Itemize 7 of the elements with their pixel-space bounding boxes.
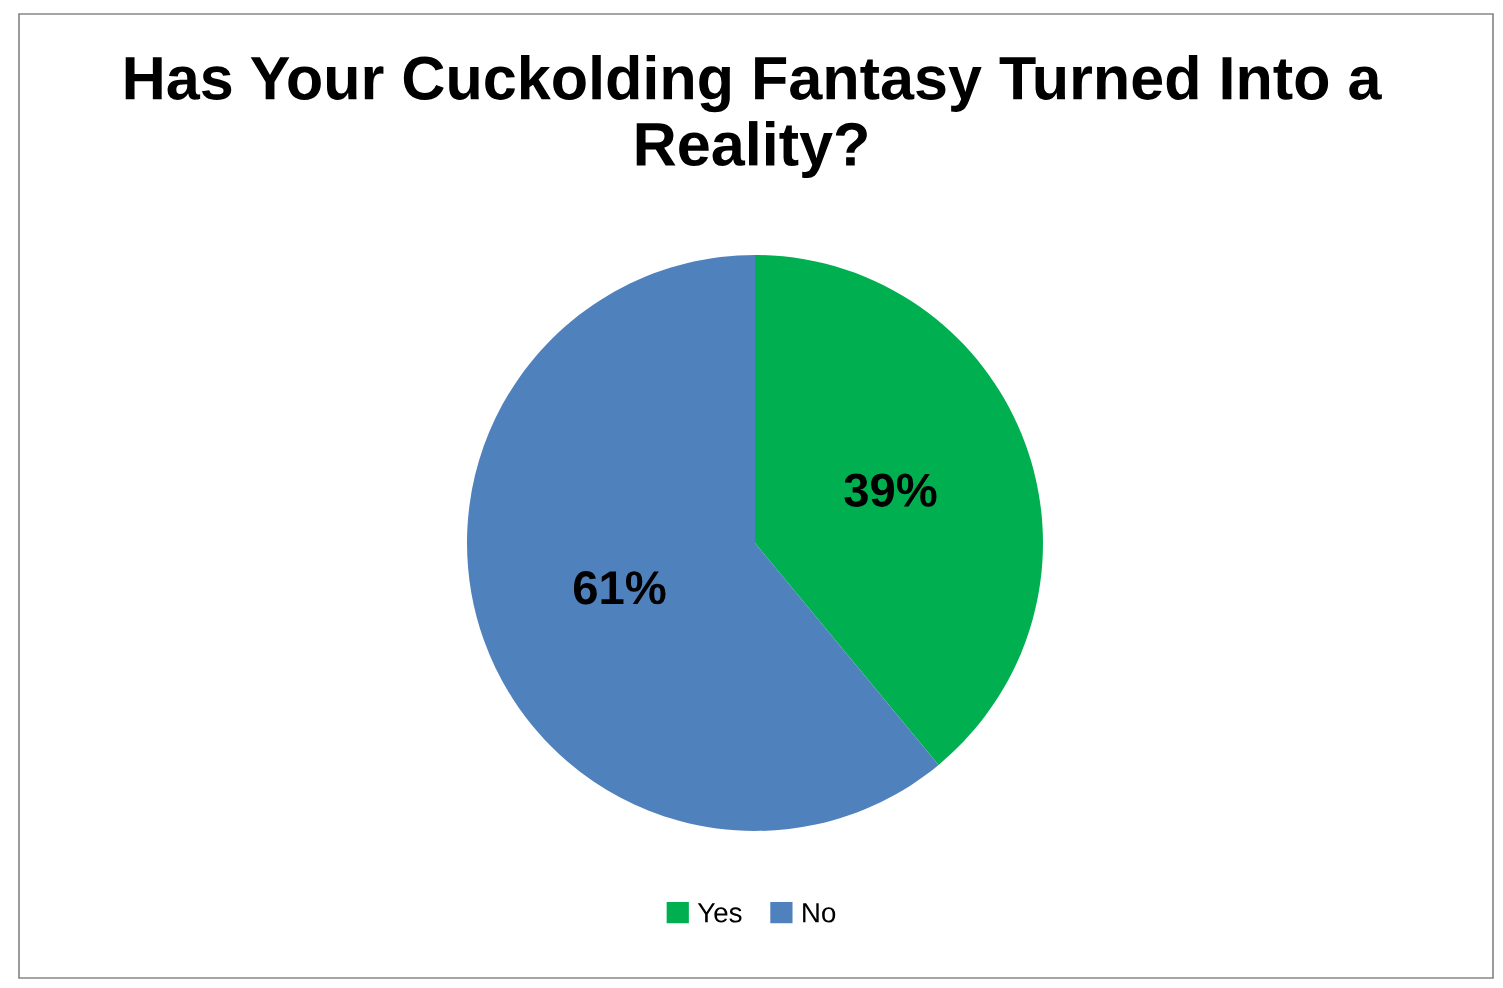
chart-title: Has Your Cuckolding Fantasy Turned Into a Reality?	[125, 55, 1382, 179]
legend-label: Yes	[697, 903, 742, 923]
legend-label: No	[803, 903, 836, 923]
pie-slice	[467, 255, 939, 831]
data-label: 39%	[844, 473, 937, 507]
data-label: 61%	[573, 571, 666, 605]
pie-slice	[755, 255, 1043, 765]
